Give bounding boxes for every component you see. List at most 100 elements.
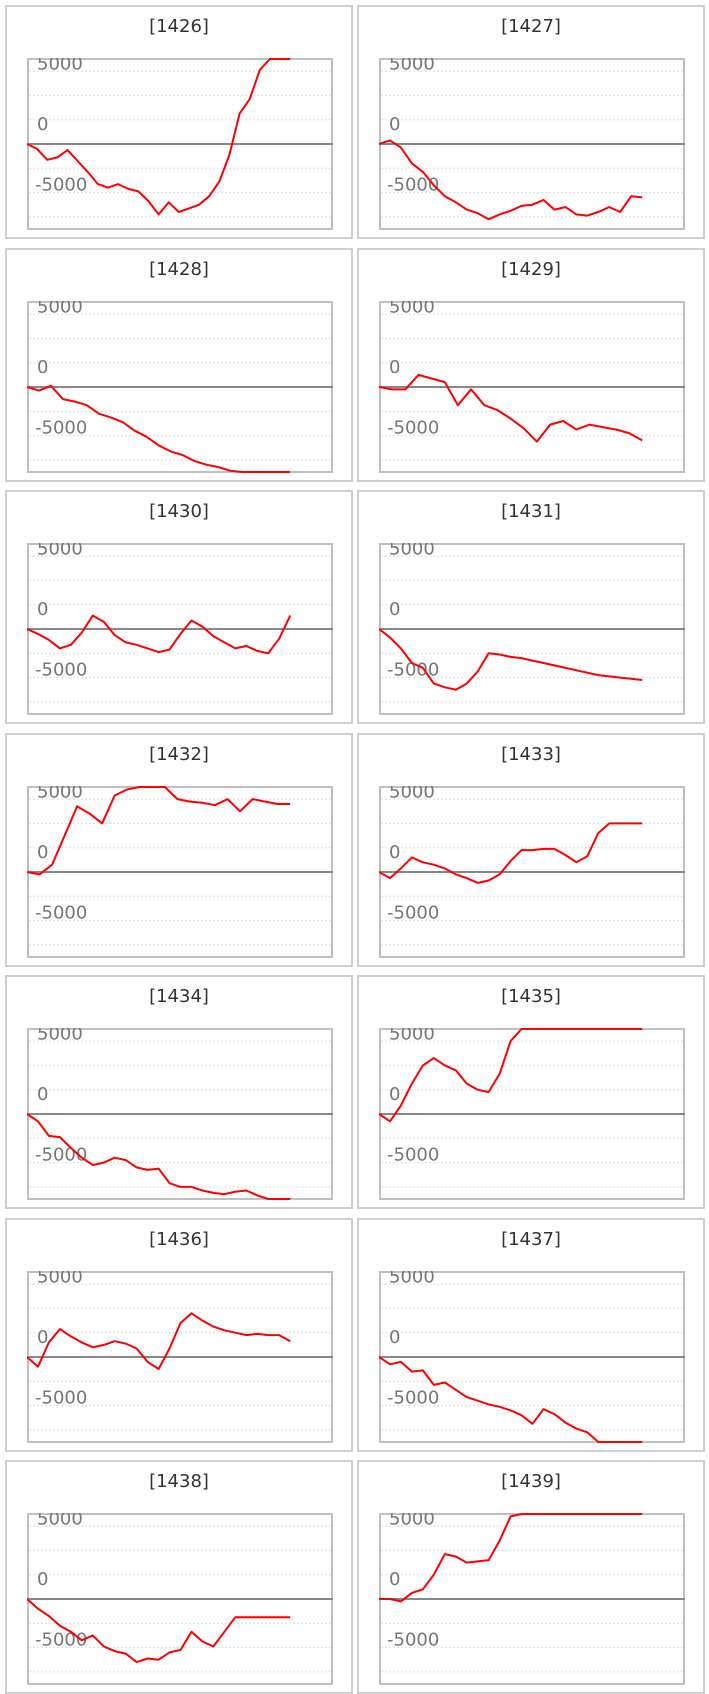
y-tick-label: -5000 — [35, 903, 87, 924]
y-tick-label: -5000 — [387, 418, 439, 439]
chart-title: [1436] — [149, 1229, 209, 1250]
chart-panel: [1438] 5000 0 -5000 — [5, 1460, 353, 1694]
line-chart: 5000 0 -5000 — [379, 1513, 685, 1685]
plot-area: 5000 0 -5000 — [379, 1271, 685, 1443]
chart-title: [1428] — [149, 259, 209, 280]
y-tick-label: 5000 — [37, 301, 83, 317]
y-tick-label: 5000 — [389, 786, 435, 802]
series-line — [27, 1312, 291, 1371]
y-tick-label: 0 — [37, 1569, 48, 1590]
plot-area: 5000 0 -5000 — [27, 786, 333, 958]
chart-title: [1434] — [149, 986, 209, 1007]
y-tick-label: -5000 — [35, 1630, 87, 1651]
y-tick-label: -5000 — [35, 175, 87, 196]
chart-title: [1438] — [149, 1471, 209, 1492]
series-line — [27, 1113, 291, 1200]
chart-title: [1433] — [501, 744, 561, 765]
series-line — [379, 628, 643, 691]
y-tick-label: 0 — [389, 842, 400, 863]
y-tick-label: 0 — [37, 1327, 48, 1348]
plot-area: 5000 0 -5000 — [27, 543, 333, 715]
y-tick-label: 5000 — [389, 543, 435, 559]
y-tick-label: 5000 — [37, 58, 83, 74]
y-tick-label: 5000 — [37, 786, 83, 802]
y-tick-label: 5000 — [389, 58, 435, 74]
series-line — [379, 822, 643, 884]
y-tick-label: -5000 — [387, 660, 439, 681]
y-tick-label: -5000 — [35, 1388, 87, 1409]
line-chart: 5000 0 -5000 — [27, 58, 333, 230]
plot-area: 5000 0 -5000 — [379, 58, 685, 230]
y-tick-label: 0 — [389, 1569, 400, 1590]
plot-area: 5000 0 -5000 — [379, 786, 685, 958]
chart-title: [1426] — [149, 16, 209, 37]
y-tick-label: 0 — [389, 599, 400, 620]
y-tick-label: 5000 — [37, 543, 83, 559]
chart-title: [1427] — [501, 16, 561, 37]
chart-panel: [1436] 5000 0 -5000 — [5, 1218, 353, 1452]
series-line — [27, 786, 291, 876]
line-chart: 5000 0 -5000 — [27, 1513, 333, 1685]
y-tick-label: 0 — [37, 842, 48, 863]
y-tick-label: 0 — [37, 114, 48, 135]
chart-title: [1437] — [501, 1229, 561, 1250]
chart-panel: [1430] 5000 0 -5000 — [5, 490, 353, 724]
y-tick-label: 5000 — [389, 1513, 435, 1529]
plot-area: 5000 0 -5000 — [379, 301, 685, 473]
series-line — [379, 1028, 643, 1123]
y-tick-label: 0 — [389, 1084, 400, 1105]
series-line — [27, 1598, 291, 1664]
y-tick-label: -5000 — [35, 660, 87, 681]
chart-panel: [1433] 5000 0 -5000 — [357, 733, 705, 967]
chart-title: [1435] — [501, 986, 561, 1007]
chart-panel: [1439] 5000 0 -5000 — [357, 1460, 705, 1694]
chart-panel: [1437] 5000 0 -5000 — [357, 1218, 705, 1452]
chart-title: [1429] — [501, 259, 561, 280]
plot-area: 5000 0 -5000 — [379, 1513, 685, 1685]
y-tick-label: -5000 — [387, 1145, 439, 1166]
y-tick-label: 0 — [389, 114, 400, 135]
y-tick-label: -5000 — [387, 1388, 439, 1409]
chart-panel: [1427] 5000 0 -5000 — [357, 5, 705, 239]
line-chart: 5000 0 -5000 — [379, 543, 685, 715]
chart-panel: [1431] 5000 0 -5000 — [357, 490, 705, 724]
y-tick-label: 5000 — [389, 1028, 435, 1044]
chart-panel: [1429] 5000 0 -5000 — [357, 248, 705, 482]
series-line — [27, 614, 292, 655]
y-tick-label: 0 — [389, 1327, 400, 1348]
line-chart: 5000 0 -5000 — [379, 1028, 685, 1200]
y-tick-label: 5000 — [37, 1271, 83, 1287]
line-chart: 5000 0 -5000 — [379, 786, 685, 958]
series-line — [27, 384, 291, 473]
plot-area: 5000 0 -5000 — [27, 1513, 333, 1685]
plot-area: 5000 0 -5000 — [379, 543, 685, 715]
y-tick-label: 0 — [37, 1084, 48, 1105]
plot-area: 5000 0 -5000 — [27, 1271, 333, 1443]
series-line — [379, 1356, 643, 1443]
series-line — [379, 373, 643, 443]
y-tick-label: 0 — [389, 357, 400, 378]
y-tick-label: -5000 — [387, 1630, 439, 1651]
plot-area: 5000 0 -5000 — [27, 58, 333, 230]
y-tick-label: 0 — [37, 357, 48, 378]
line-chart: 5000 0 -5000 — [27, 1271, 333, 1443]
series-line — [379, 139, 643, 221]
chart-panel: [1434] 5000 0 -5000 — [5, 975, 353, 1209]
chart-title: [1430] — [149, 501, 209, 522]
y-tick-label: 5000 — [389, 301, 435, 317]
line-chart: 5000 0 -5000 — [379, 301, 685, 473]
plot-area: 5000 0 -5000 — [27, 301, 333, 473]
chart-title: [1432] — [149, 744, 209, 765]
y-tick-label: 5000 — [37, 1028, 83, 1044]
y-tick-label: 5000 — [37, 1513, 83, 1529]
plot-area: 5000 0 -5000 — [27, 1028, 333, 1200]
y-tick-label: -5000 — [387, 903, 439, 924]
line-chart: 5000 0 -5000 — [27, 786, 333, 958]
plot-area: 5000 0 -5000 — [379, 1028, 685, 1200]
